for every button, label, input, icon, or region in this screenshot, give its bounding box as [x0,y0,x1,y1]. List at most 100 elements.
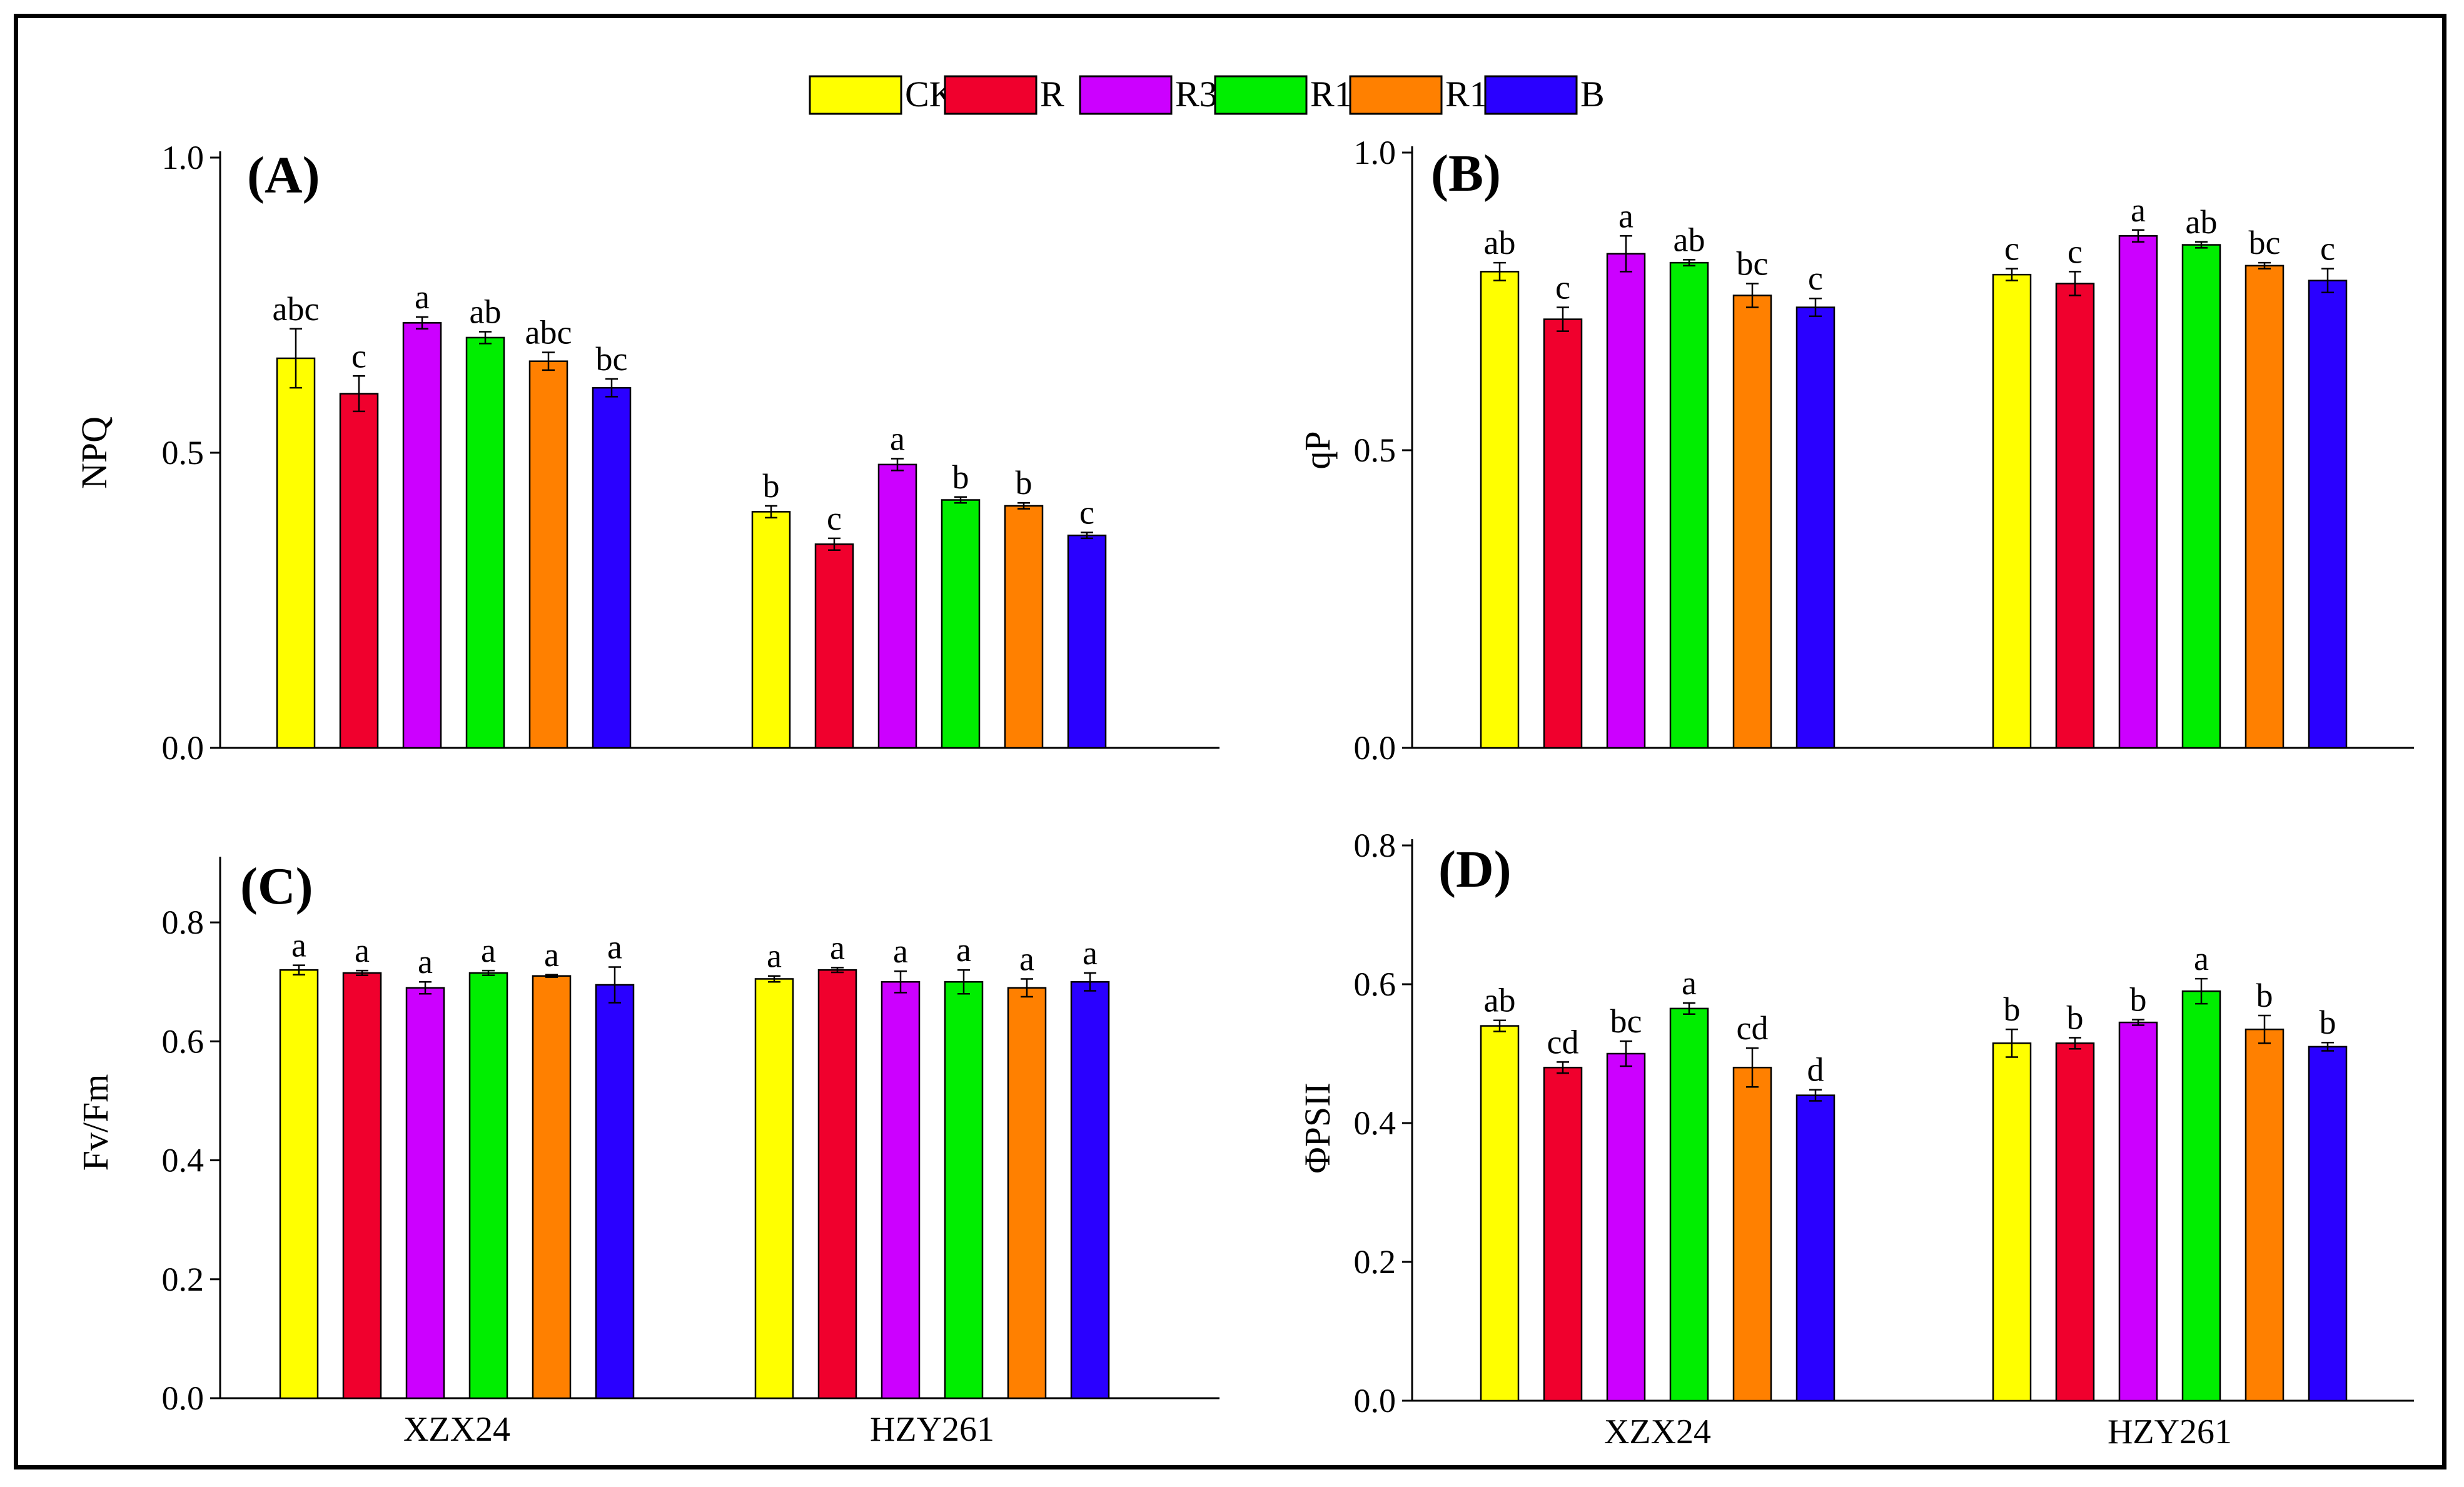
panel-d-letter-xzx24-ck: ab [1484,982,1516,1019]
panel-c-letter-xzx24-b: a [607,928,622,965]
panel-b-bar-xzx24-b [1795,306,1835,749]
panel-b-bar-xzx24-ck [1480,271,1520,749]
panel-c-letter-hzy261-r3b1: a [893,932,908,970]
panel-d-letter-hzy261-r3b1: b [2130,981,2147,1019]
panel-c-bar-hzy261-r1b1 [944,980,984,1399]
panel-a-label: (A) [247,146,320,204]
panel-b-y-tick-label: 0.5 [1354,431,1396,469]
panel-c-letter-hzy261-r: a [830,929,845,966]
panel-b-label: (B) [1431,144,1501,203]
panel-a-y-tick-label: 0.5 [162,434,204,471]
panel-d-y-axis-label: ΦPSII [1297,1082,1338,1174]
panel-b-letter-hzy261-ck: c [2004,230,2019,268]
panel-b-bar-hzy261-r [2055,283,2095,749]
panel-b-letter-hzy261-b: c [2320,230,2335,268]
panel-c-label: (C) [240,857,313,915]
panel-b-letter-hzy261-r1b1: ab [2186,203,2218,241]
panel-b-letter-hzy261-r3b1: a [2131,191,2146,229]
legend-swatch-r3b1 [1079,75,1173,115]
panel-b-letter-xzx24-ck: ab [1484,224,1516,261]
panel-a-letter-hzy261-ck: b [763,467,780,505]
panel-b-bar-xzx24-r1b1 [1669,261,1709,749]
panel-c-bar-xzx24-r3b1 [405,987,445,1399]
panel-d-bar-xzx24-r3b1 [1606,1052,1646,1402]
panel-c-y-tick-label: 0.8 [162,904,204,941]
panel-a-letter-xzx24-r3b1: a [415,278,430,316]
panel-c-letter-hzy261-r1b3: a [1019,940,1034,977]
panel-a-letter-xzx24-b: bc [596,340,628,378]
panel-a-letter-hzy261-b: c [1079,493,1094,531]
panel-c-letter-xzx24-ck: a [291,927,306,964]
panel-a-bar-hzy261-r3b1 [877,463,917,749]
panel-a-letter-xzx24-ck: abc [273,290,320,328]
panel-a-y-tick-label: 0.0 [162,729,204,767]
panel-c-bar-hzy261-ck [754,978,794,1399]
panel-a-bar-xzx24-r [339,393,379,749]
panel-d-bar-xzx24-r1b1 [1669,1007,1709,1402]
panel-d-bar-hzy261-r3b1 [2118,1021,2158,1402]
panel-a-bar-xzx24-r1b3 [528,360,568,749]
legend-label-r: R [1040,74,1064,114]
panel-d-category-label-xzx24: XZX24 [1604,1413,1711,1451]
panel-d-letter-xzx24-r: cd [1547,1023,1579,1061]
panel-d-bar-hzy261-r1b3 [2244,1028,2285,1402]
panel-d-letter-hzy261-r1b1: a [2194,940,2209,977]
panel-d-bar-hzy261-ck [1992,1042,2032,1402]
panel-b-bar-hzy261-r1b1 [2181,244,2221,749]
panel-c-bar-hzy261-b [1070,980,1110,1399]
legend-swatch-ck [809,75,902,115]
panel-c-bar-hzy261-r1b3 [1007,987,1047,1399]
panel-d-letter-xzx24-r1b1: a [1682,964,1697,1002]
panel-a-letter-hzy261-r1b3: b [1016,464,1033,502]
panel-a-letter-xzx24-r1b3: abc [525,314,572,351]
panel-d-label: (D) [1438,840,1512,899]
panel-c-bar-xzx24-ck [279,969,319,1399]
panel-b-letter-xzx24-r1b1: ab [1674,221,1705,258]
panel-d-y-tick-label: 0.0 [1354,1382,1396,1419]
panel-d-letter-hzy261-r1b3: b [2256,977,2273,1014]
panel-c-bar-xzx24-b [595,984,635,1399]
panel-d-letter-hzy261-ck: b [2004,990,2021,1028]
panel-a-bar-xzx24-r3b1 [402,322,442,749]
panel-c-letter-hzy261-r1b1: a [956,931,971,969]
panel-b-letter-hzy261-r1b3: bc [2249,224,2281,261]
panel-d-letter-xzx24-b: d [1807,1051,1824,1089]
legend-label-b: B [1580,74,1605,114]
panel-d-bar-xzx24-ck [1480,1025,1520,1402]
legend: CKRR3B1R1B1R1B3B [809,74,1605,115]
panel-a-y-tick-label: 1.0 [162,139,204,176]
panel-c-y-tick-label: 0.2 [162,1261,204,1298]
panel-d-category-label-hzy261: HZY261 [2108,1413,2232,1451]
panel-d-bar-hzy261-b [2308,1046,2348,1402]
panel-a-bar-hzy261-r [814,543,854,749]
panel-d-y-tick-label: 0.4 [1354,1104,1396,1142]
panel-d-letter-xzx24-r3b1: bc [1610,1002,1642,1040]
panel-c-letter-hzy261-b: a [1083,934,1098,972]
panel-c-letter-xzx24-r: a [355,932,370,969]
panel-c-category-label-hzy261: HZY261 [870,1410,994,1449]
panel-c-y-tick-label: 0.0 [162,1379,204,1417]
panel-a-y-axis-label: NPQ [74,416,114,489]
panel-b-letter-xzx24-b: c [1808,260,1823,297]
panel-c-y-tick-label: 0.6 [162,1022,204,1060]
panel-d-letter-hzy261-r: b [2067,999,2084,1036]
panel-d-bar-xzx24-r1b3 [1732,1066,1772,1402]
panel-d-y-tick-label: 0.8 [1354,827,1396,864]
panel-b-bar-xzx24-r1b3 [1732,295,1772,749]
panel-b-bar-xzx24-r [1543,318,1583,749]
panel-c-bar-xzx24-r1b1 [468,972,508,1399]
panel-b-bar-hzy261-b [2308,280,2348,749]
panel-c-letter-hzy261-ck: a [767,937,782,975]
legend-swatch-r1b1 [1214,75,1308,115]
panel-c-bar-xzx24-r1b3 [532,975,572,1399]
panel-b-bar-hzy261-r3b1 [2118,235,2158,749]
panel-b-bar-xzx24-r3b1 [1606,253,1646,749]
panel-c-bar-xzx24-r [342,972,382,1399]
panel-d-y-tick-label: 0.2 [1354,1243,1396,1281]
panel-c-bar-hzy261-r3b1 [881,980,921,1399]
panel-a-bar-hzy261-r1b3 [1004,505,1044,749]
panel-c-letter-xzx24-r1b3: a [544,936,559,974]
